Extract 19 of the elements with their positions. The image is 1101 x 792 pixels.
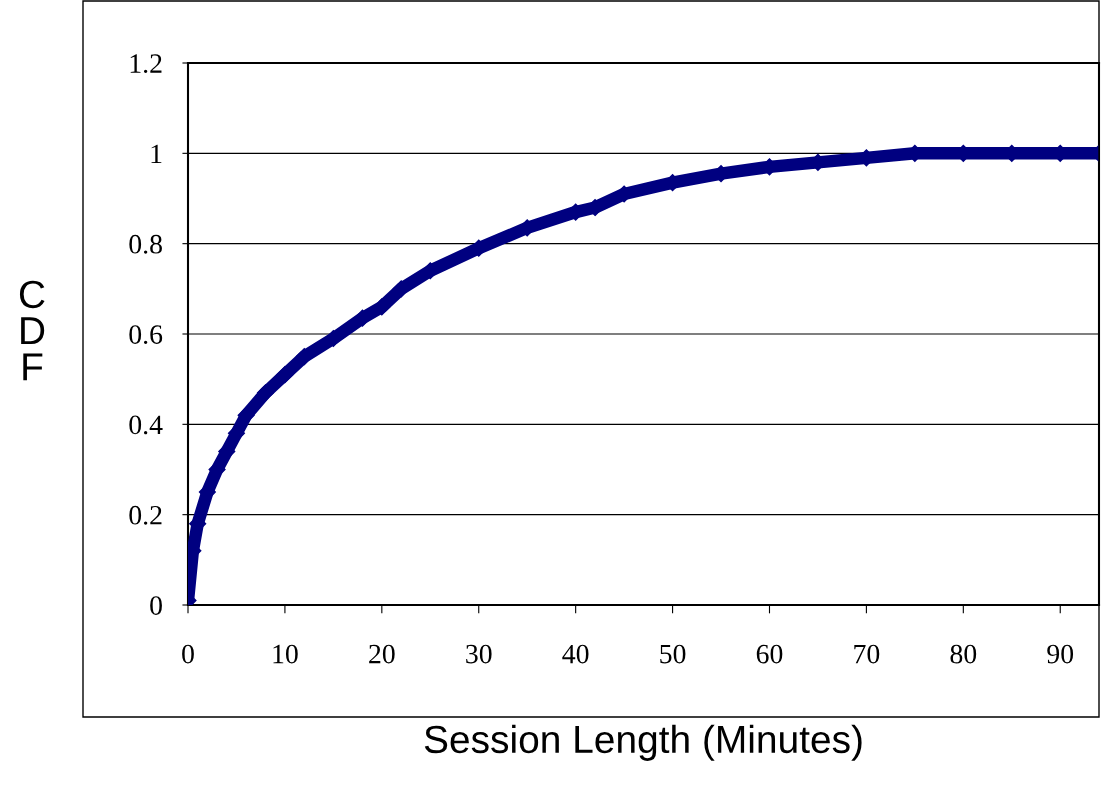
y-tick-label: 0.6 xyxy=(129,325,163,345)
y-tick-label: 0 xyxy=(150,596,162,615)
y-tick-label: 1 xyxy=(151,144,162,163)
x-axis-title: Session Length (Minutes) xyxy=(424,724,862,761)
x-tick-label: 0 xyxy=(182,644,194,664)
y-tick-label: 0.8 xyxy=(129,234,162,254)
x-tick-label: 80 xyxy=(950,644,977,664)
x-tick-label: 60 xyxy=(756,644,783,664)
x-tick-label: 50 xyxy=(660,644,686,664)
x-tick-label: 20 xyxy=(369,644,395,664)
x-tick-label: 70 xyxy=(854,644,880,664)
y-tick-label: 0.4 xyxy=(129,415,163,435)
x-tick-label: 40 xyxy=(562,644,589,664)
x-tick-label: 30 xyxy=(466,644,492,664)
y-tick-label: 0.2 xyxy=(129,505,162,525)
x-tick-label: 90 xyxy=(1047,644,1074,664)
x-tick-label: 10 xyxy=(273,644,298,664)
y-axis-title: C D F xyxy=(19,280,45,381)
y-tick-label: 1.2 xyxy=(130,54,162,74)
